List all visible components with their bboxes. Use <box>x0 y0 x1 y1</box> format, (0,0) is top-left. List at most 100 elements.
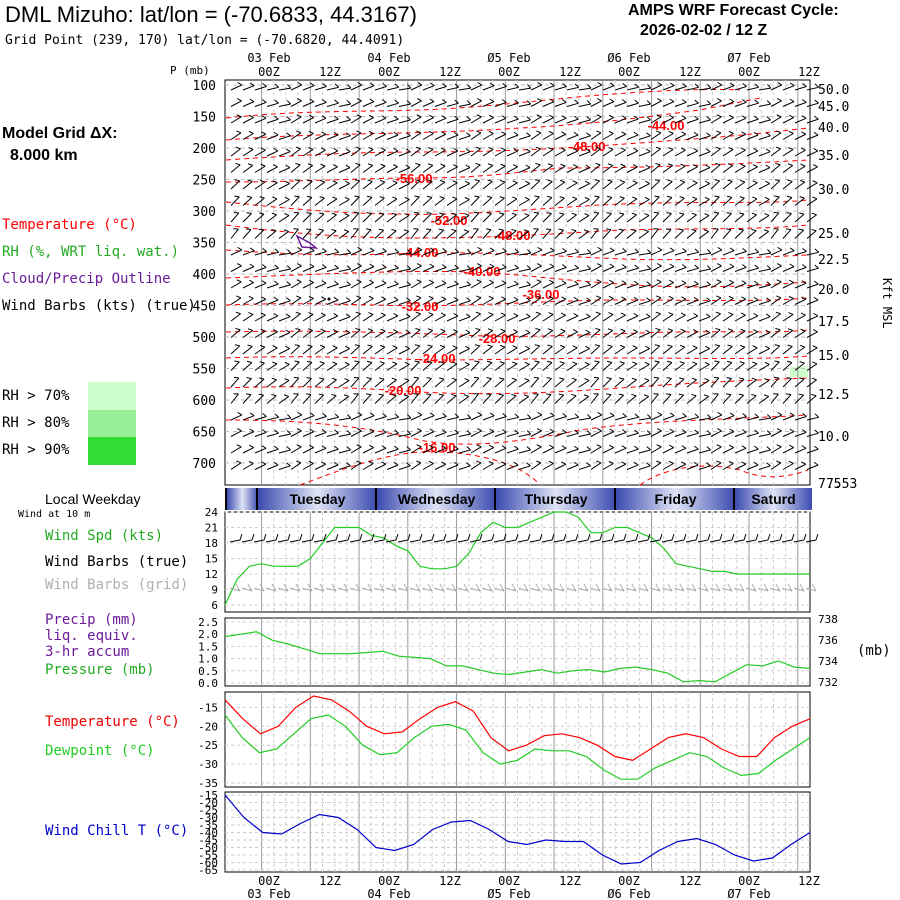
wind-barb <box>746 86 759 91</box>
wind-barb <box>290 196 300 206</box>
wind-barb-flag <box>798 393 804 396</box>
wind-barb-flag <box>561 296 567 300</box>
wind-barb <box>470 446 482 454</box>
wind-barb-flag <box>476 295 482 299</box>
wind-barb <box>398 252 411 256</box>
wind-barb-flag <box>655 146 661 150</box>
wind-barb <box>590 329 601 338</box>
wind-barb-flag <box>294 360 300 363</box>
wind-barb-flag <box>773 211 779 214</box>
wind-barb <box>530 430 542 437</box>
wind-barb-flag <box>562 82 567 87</box>
wind-barb-flag <box>234 344 240 347</box>
wind-barb-flag <box>707 249 712 254</box>
wind-barb <box>518 151 531 157</box>
wind-barb <box>734 314 746 322</box>
wind-barb <box>542 394 552 404</box>
wind-barb <box>806 102 819 107</box>
wind-barb-flag <box>694 99 699 104</box>
wind-barb-flag <box>514 115 519 120</box>
wind-barb-flag <box>236 98 242 102</box>
time-axis-hour-bottom: 00Z <box>498 874 520 888</box>
wind-barb-flag <box>634 280 639 285</box>
wind-barb <box>446 267 459 272</box>
wind-barb-flag <box>764 213 770 216</box>
wind-barb-flag <box>608 312 614 315</box>
wind-barb <box>290 116 302 124</box>
wind-barb <box>386 150 399 157</box>
wind-barb <box>398 167 411 173</box>
wind-barb-flag <box>309 279 314 283</box>
wind-barb-flag <box>248 295 254 299</box>
wind-barb <box>710 313 721 322</box>
wind-barb <box>470 377 480 388</box>
wind-barb-flag <box>274 83 280 88</box>
wind-barb <box>566 283 579 289</box>
wind-barb-flag <box>586 132 591 137</box>
wind-barb <box>650 329 661 338</box>
wind-barb <box>710 148 721 157</box>
wind-barb <box>266 315 279 322</box>
wind-barb-flag <box>800 163 806 167</box>
sfc-wind-barb-flag <box>743 533 747 541</box>
wind-barb-flag <box>608 295 614 299</box>
wind-barb <box>650 148 661 157</box>
wind-barb-flag <box>666 195 673 198</box>
temperature-contour-label: -36.00 <box>523 287 560 302</box>
wind-barb <box>254 298 267 305</box>
wind-barb <box>266 416 279 421</box>
wind-barb-flag <box>306 212 312 215</box>
wind-barb-flag <box>476 460 482 464</box>
wind-barb <box>686 379 697 388</box>
wind-barb <box>446 230 457 239</box>
wind-barb <box>398 215 410 223</box>
wind-barb <box>542 85 555 91</box>
wind-barb <box>638 183 650 190</box>
wind-barb-flag <box>587 249 592 254</box>
wind-barb-flag <box>476 263 482 267</box>
wind-barb <box>230 196 240 206</box>
wind-speed-tick: 6 <box>211 599 218 612</box>
wind-barb <box>770 148 781 157</box>
wind-barb <box>806 448 819 454</box>
wind-barb <box>254 431 267 437</box>
wind-barb-flag <box>801 131 807 135</box>
wind-barb <box>686 150 699 157</box>
wind-barb <box>590 281 602 289</box>
sfc-wind-barb-grid <box>457 587 469 592</box>
wind-barb <box>542 298 554 305</box>
wind-barb-flag <box>619 361 625 364</box>
wind-barb-flag <box>394 115 399 120</box>
wind-barb <box>578 119 591 124</box>
wind-barb-flag <box>608 460 614 464</box>
wind-barb-flag <box>308 147 314 150</box>
wind-barb <box>362 117 374 124</box>
wind-barb <box>422 197 433 206</box>
wind-barb-flag <box>548 312 554 315</box>
wind-barb <box>506 416 519 421</box>
wind-barb-flag <box>246 228 252 231</box>
wind-barb <box>578 300 591 305</box>
temperature-contour <box>225 355 809 361</box>
wind-barb <box>422 330 434 338</box>
wind-barb <box>674 165 686 173</box>
height-tick-label: 50.0 <box>818 83 849 98</box>
wind-barb-flag <box>788 312 794 315</box>
wind-barb <box>374 181 386 190</box>
wind-barb-flag <box>574 115 579 120</box>
wind-barb <box>578 433 591 437</box>
wind-barb <box>338 364 350 371</box>
wind-barb-flag <box>595 146 601 150</box>
wind-barb-flag <box>489 412 495 417</box>
wind-barb-flag <box>787 163 793 166</box>
wind-barb-flag <box>812 164 818 168</box>
wind-barb-flag <box>295 327 301 331</box>
wind-barb-flag <box>765 180 770 184</box>
wind-barb-flag <box>606 228 612 231</box>
time-axis-hour-bottom: 12Z <box>319 874 341 888</box>
wind-barb-flag <box>560 163 566 167</box>
wind-barb <box>422 463 434 470</box>
wind-barb <box>614 416 627 421</box>
wind-barb-flag <box>501 461 507 465</box>
wind-barb <box>374 149 386 157</box>
